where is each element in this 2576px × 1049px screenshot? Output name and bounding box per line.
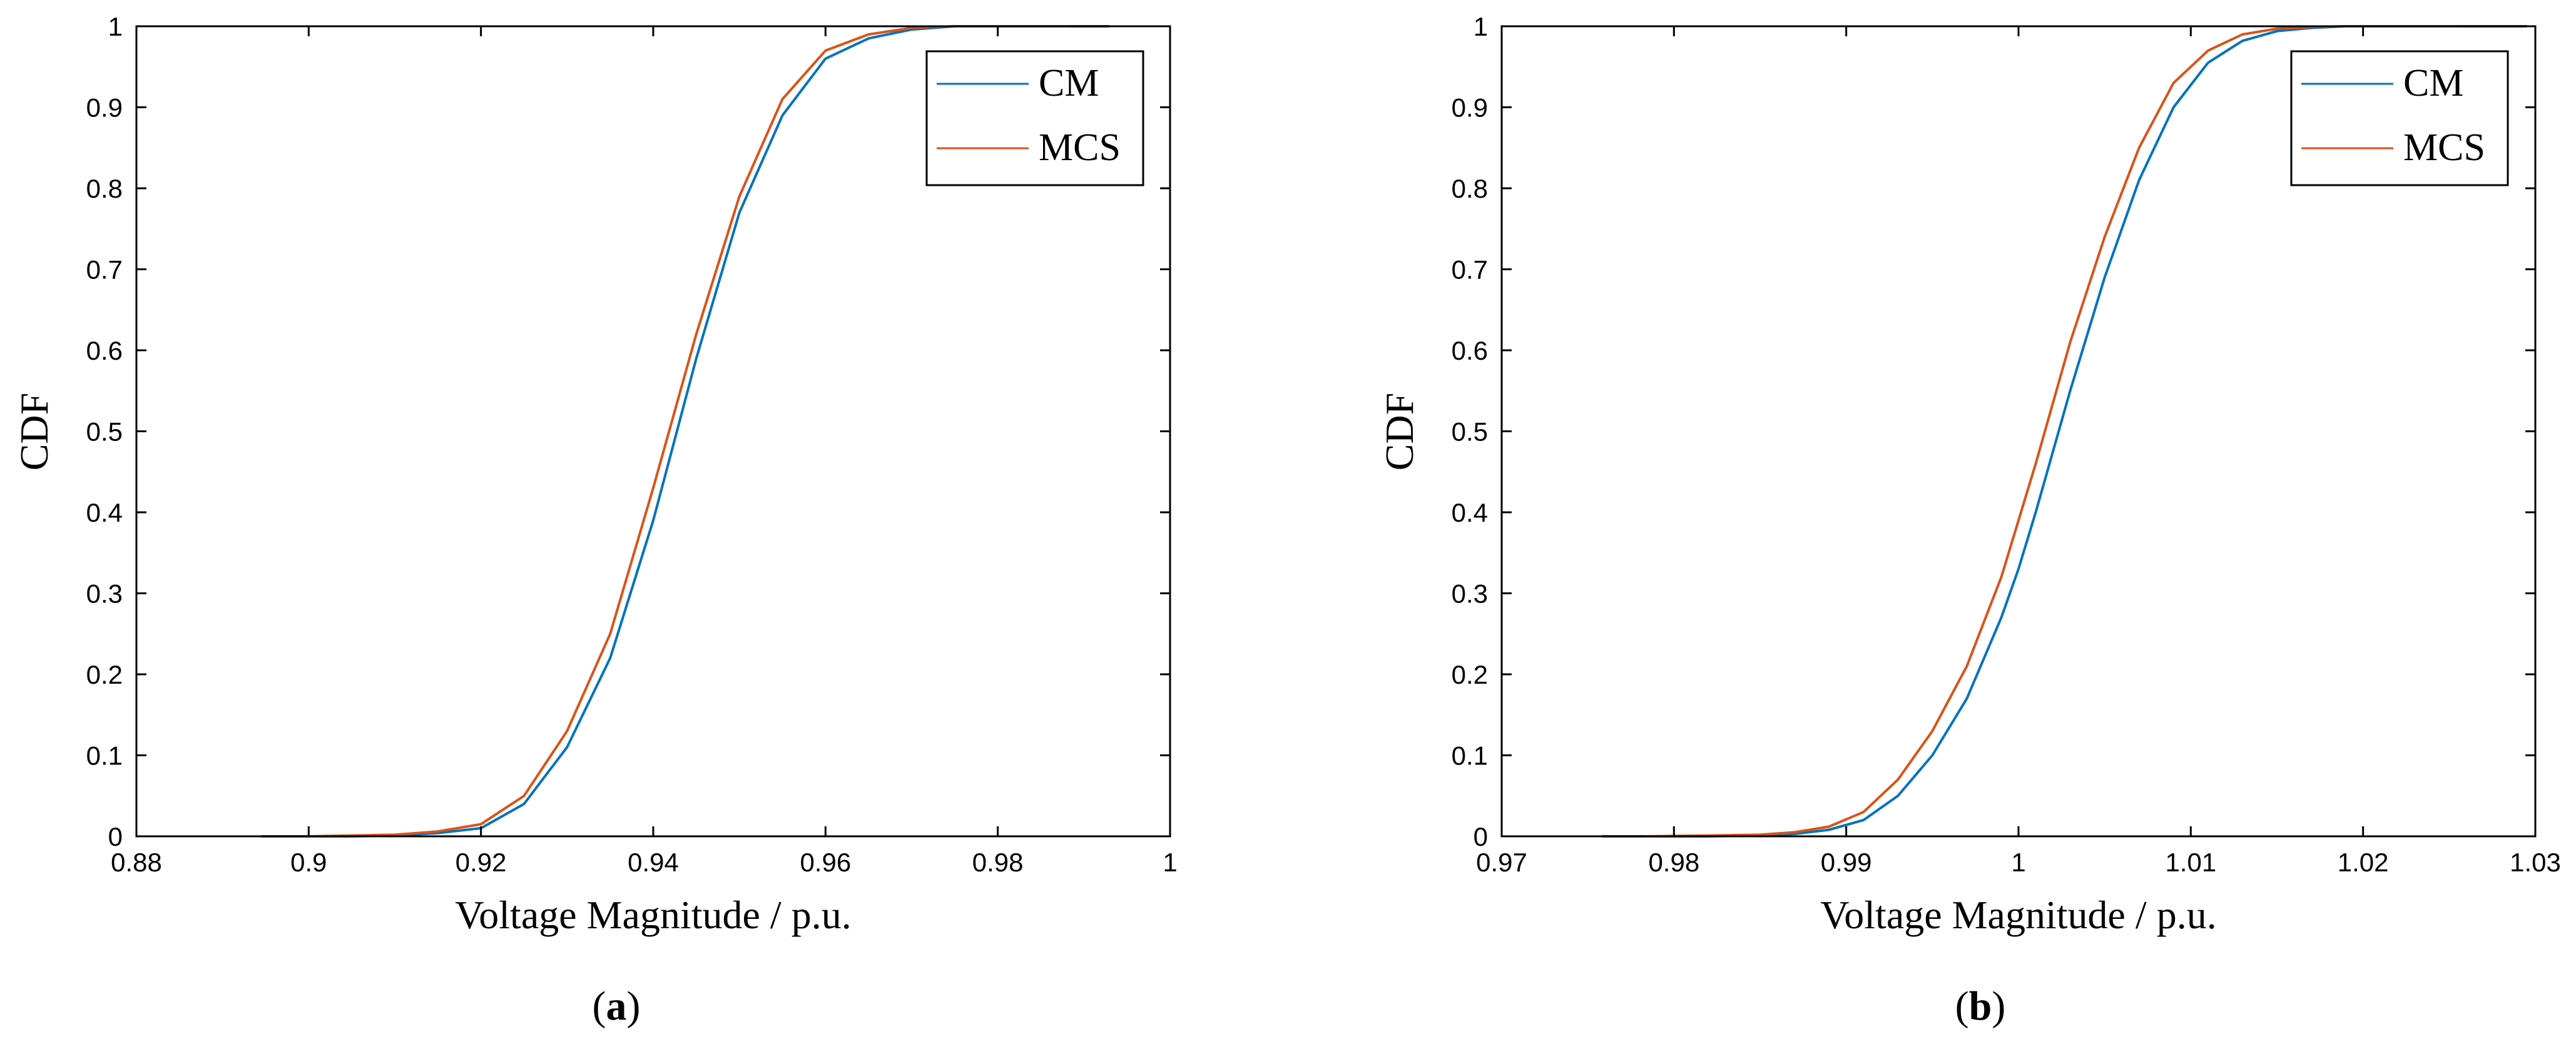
y-tick-label: 0.5 [86,417,123,447]
legend-label-mcs: MCS [2403,126,2485,169]
y-tick-label: 0.9 [1452,93,1488,123]
legend-box [925,50,1144,186]
legend: CM MCS [2290,50,2509,186]
panel-label-a: (a) [593,983,641,1029]
x-tick-label: 1 [2011,848,2025,877]
axis-ticks: 0.97 0.98 0.99 1 1.01 1.02 1.03 0 0.1 0.2 0.3 0.4 0.… [1452,12,2561,877]
y-tick-label: 0.4 [86,498,123,527]
x-tick-label: 1.02 [2338,848,2389,877]
x-tick-label: 1.01 [2165,848,2216,877]
y-tick-label: 0.7 [1452,255,1488,285]
y-tick-label: 0.6 [86,336,123,365]
y-tick-label: 0 [1474,822,1488,851]
legend-label-cm: CM [1039,62,1099,104]
x-tick-label: 0.98 [1648,848,1699,877]
y-tick-label: 0.1 [1452,741,1488,771]
legend-box [2290,50,2509,186]
series-lines [1601,25,2527,838]
y-tick-label: 0.1 [86,741,123,771]
y-tick-label: 0 [108,822,123,851]
y-tick-label: 0.8 [1452,174,1488,203]
x-tick-label: 0.99 [1821,848,1872,877]
x-tick-label: 0.88 [111,848,162,877]
chart-panel-a: 0.88 0.9 0.92 0.94 0.96 0.98 1 0 0.1 0.2 0.3 0.4 0.5… [12,12,1178,1029]
y-axis-title: CDF [12,393,56,471]
legend: CM MCS [925,50,1144,186]
panel-label-b: (b) [1955,983,2006,1029]
y-tick-label: 1 [108,12,123,41]
x-axis-title: Voltage Magnitude / p.u. [455,893,851,937]
y-tick-label: 0.4 [1452,498,1488,527]
y-tick-label: 0.2 [86,660,123,689]
y-tick-label: 0.3 [1452,579,1488,609]
y-tick-label: 0.3 [86,579,123,609]
x-tick-label: 0.9 [290,848,327,877]
y-axis-title: CDF [1377,393,1422,471]
y-tick-label: 0.7 [86,255,123,285]
x-tick-label: 0.98 [972,848,1024,877]
x-axis-title: Voltage Magnitude / p.u. [1820,893,2216,937]
legend-label-mcs: MCS [1039,126,1121,169]
y-tick-label: 1 [1474,12,1488,41]
x-tick-label: 0.97 [1476,848,1527,877]
x-tick-label: 0.94 [628,848,679,877]
y-tick-label: 0.8 [86,174,123,203]
y-tick-label: 0.9 [86,93,123,123]
y-tick-label: 0.6 [1452,336,1488,365]
y-tick-label: 0.5 [1452,417,1488,447]
x-tick-label: 0.96 [800,848,851,877]
y-tick-label: 0.2 [1452,660,1488,689]
x-tick-label: 1.03 [2510,848,2561,877]
legend-label-cm: CM [2403,62,2463,104]
chart-panel-b: 0.97 0.98 0.99 1 1.01 1.02 1.03 0 0.1 0.2 0.3 0.4 0.… [1377,12,2561,1029]
series-line-mcs [1644,25,2458,838]
x-tick-label: 1 [1163,848,1177,877]
axis-ticks: 0.88 0.9 0.92 0.94 0.96 0.98 1 0 0.1 0.2 0.3 0.4 0.5… [86,12,1178,877]
x-tick-label: 0.92 [456,848,507,877]
